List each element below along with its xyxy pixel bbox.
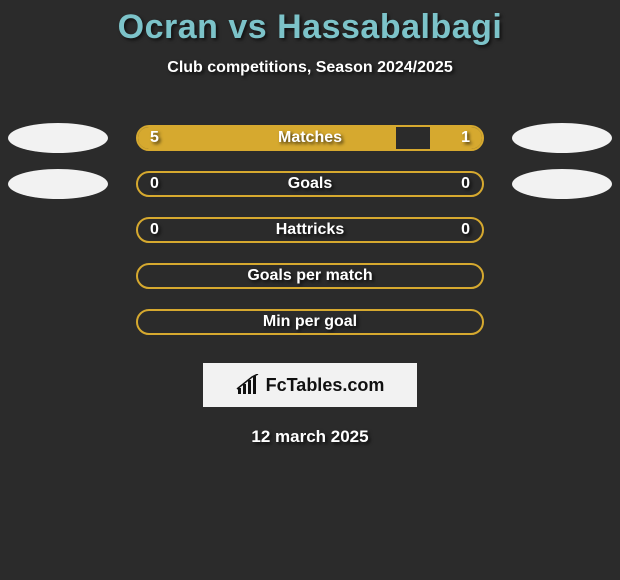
stat-row: 0 Hattricks 0 <box>0 207 620 253</box>
player-right-badge <box>512 123 612 153</box>
date-label: 12 march 2025 <box>0 427 620 447</box>
stat-bar-min-per-goal: Min per goal <box>136 309 484 335</box>
stat-row: Min per goal <box>0 299 620 345</box>
spacer <box>8 261 108 291</box>
stat-bar-hattricks: 0 Hattricks 0 <box>136 217 484 243</box>
subtitle: Club competitions, Season 2024/2025 <box>0 59 620 77</box>
stat-bar-goals-per-match: Goals per match <box>136 263 484 289</box>
stat-bar-matches: 5 Matches 1 <box>136 125 484 151</box>
spacer <box>512 215 612 245</box>
stat-row: Goals per match <box>0 253 620 299</box>
spacer <box>8 215 108 245</box>
player-left-badge <box>8 169 108 199</box>
chart-container: Ocran vs Hassabalbagi Club competitions,… <box>0 0 620 580</box>
stat-label: Hattricks <box>138 221 482 239</box>
player-right-badge <box>512 169 612 199</box>
spacer <box>512 307 612 337</box>
stat-value-right: 0 <box>461 175 470 193</box>
stat-value-right: 1 <box>461 129 470 147</box>
bar-chart-icon <box>236 374 262 396</box>
stat-bar-goals: 0 Goals 0 <box>136 171 484 197</box>
spacer <box>512 261 612 291</box>
logo-text: FcTables.com <box>266 375 385 396</box>
stat-label: Matches <box>138 129 482 147</box>
stat-label: Goals per match <box>138 267 482 285</box>
stat-rows: 5 Matches 1 0 Goals 0 0 Hattri <box>0 115 620 345</box>
player-left-badge <box>8 123 108 153</box>
stat-label: Min per goal <box>138 313 482 331</box>
site-logo: FcTables.com <box>203 363 417 407</box>
stat-row: 0 Goals 0 <box>0 161 620 207</box>
spacer <box>8 307 108 337</box>
page-title: Ocran vs Hassabalbagi <box>0 0 620 47</box>
stat-row: 5 Matches 1 <box>0 115 620 161</box>
stat-label: Goals <box>138 175 482 193</box>
stat-value-right: 0 <box>461 221 470 239</box>
